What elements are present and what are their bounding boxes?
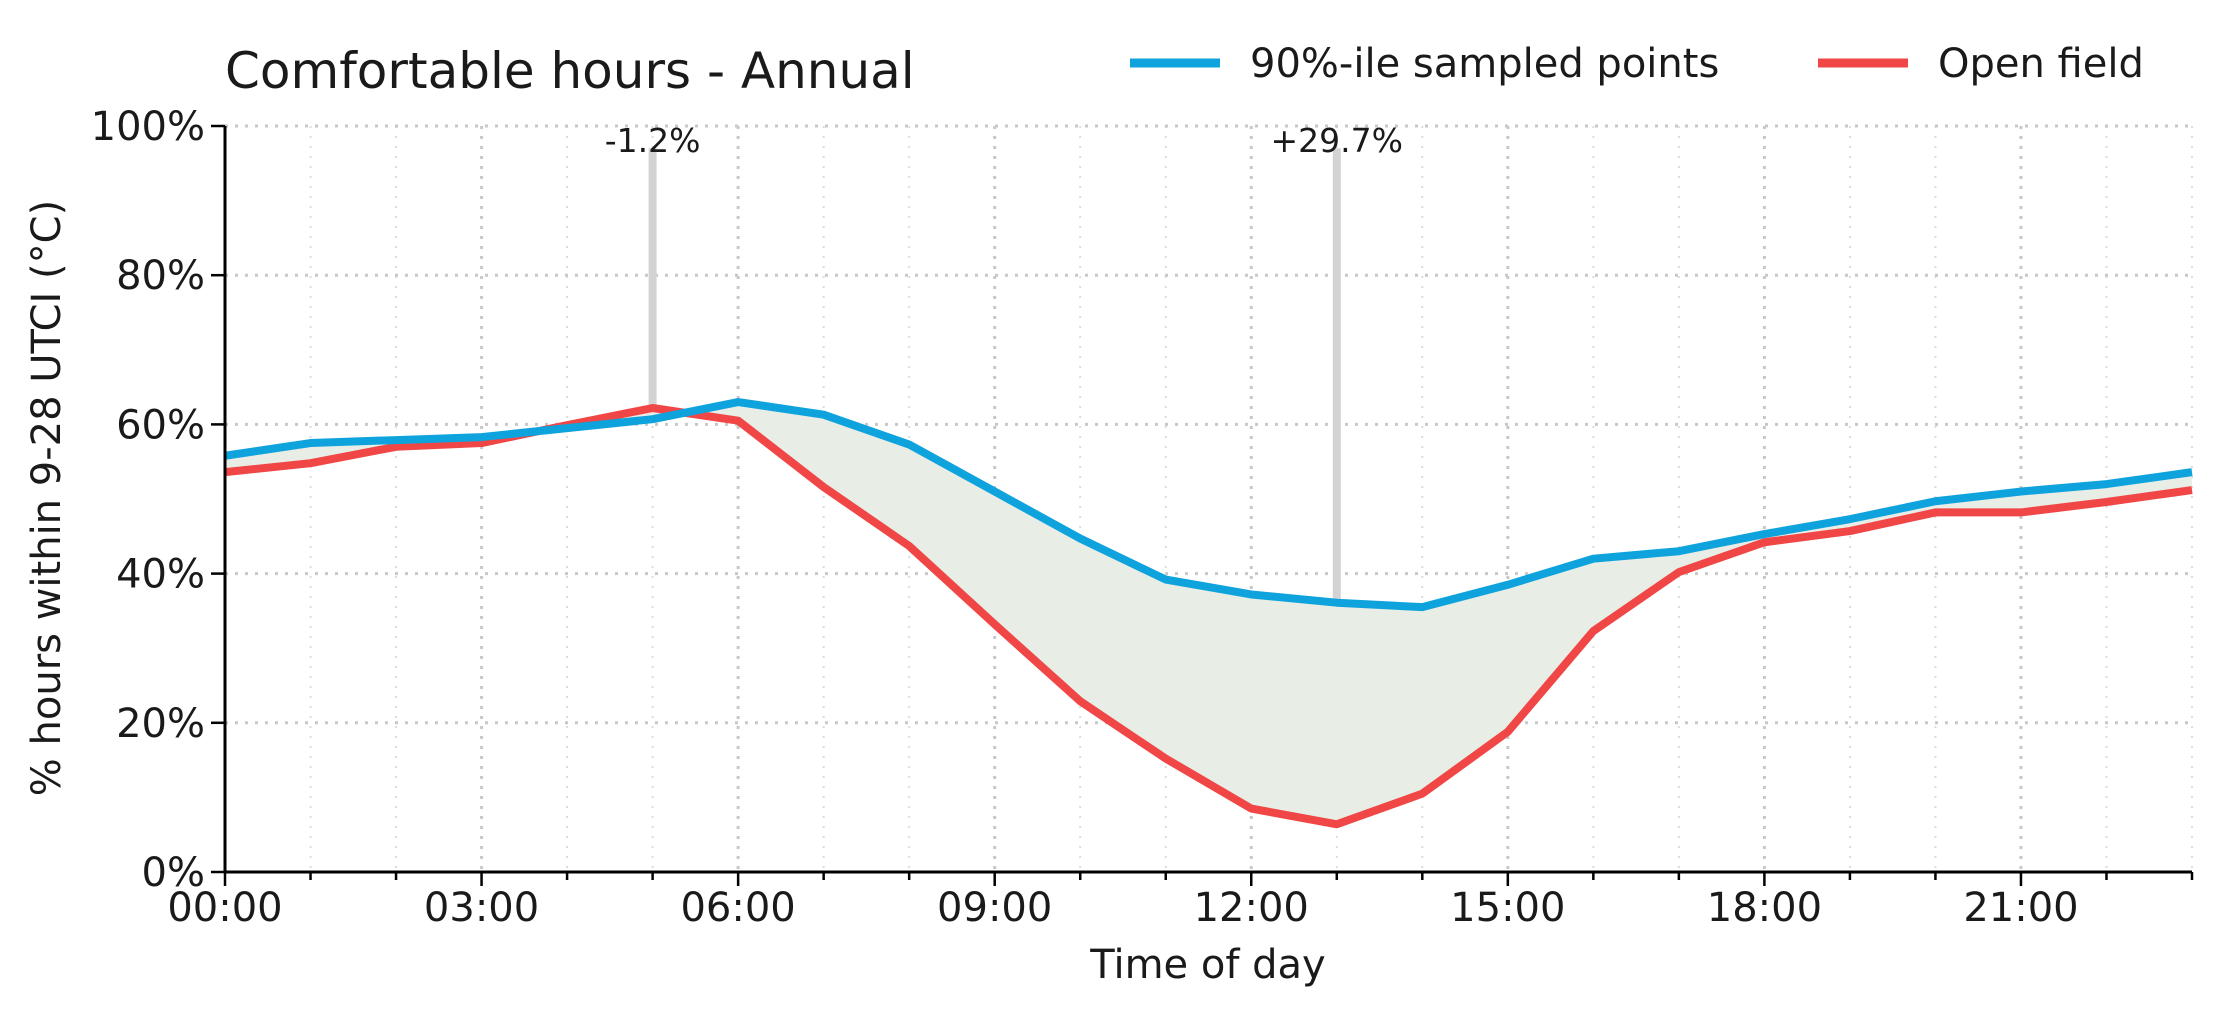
y-tick-label: 40%: [116, 552, 205, 598]
legend: 90%-ile sampled points Open field: [1130, 41, 2144, 87]
x-tick-label: 03:00: [424, 885, 539, 931]
y-tick-label: 20%: [116, 701, 205, 747]
legend-label-90pct: 90%-ile sampled points: [1250, 41, 1719, 87]
y-tick-label: 60%: [116, 402, 205, 448]
x-tick-label: 15:00: [1450, 885, 1565, 931]
x-tick-label: 12:00: [1194, 885, 1309, 931]
x-axis-label: Time of day: [1089, 942, 1325, 988]
x-tick-label: 09:00: [937, 885, 1052, 931]
series-line-90pct: [224, 398, 2193, 612]
y-axis-label: % hours within 9-28 UTCI (°C): [24, 200, 70, 796]
axes: [211, 124, 2194, 886]
annotation-label: +29.7%: [1271, 121, 1403, 160]
x-tick-label: 21:00: [1963, 885, 2078, 931]
x-tick-label: 18:00: [1707, 885, 1822, 931]
tick-labels: 00:00 03:00 06:00 09:00 12:00 15:00 18:00 21:00…: [91, 104, 2079, 931]
annotation-markers: [648, 148, 1341, 603]
chart-title: Comfortable hours - Annual: [225, 42, 915, 100]
y-tick-label: 0%: [142, 850, 205, 896]
series-lines: [224, 398, 2193, 829]
x-tick-label: 06:00: [680, 885, 795, 931]
y-tick-label: 100%: [91, 104, 205, 150]
annotation-label: -1.2%: [605, 121, 701, 160]
y-tick-label: 80%: [116, 253, 205, 299]
legend-label-open-field: Open field: [1938, 41, 2144, 87]
difference-fill-area: [225, 402, 2192, 825]
annotation-labels: -1.2% +29.7%: [605, 121, 1403, 160]
x-tick-label: 00:00: [167, 885, 282, 931]
